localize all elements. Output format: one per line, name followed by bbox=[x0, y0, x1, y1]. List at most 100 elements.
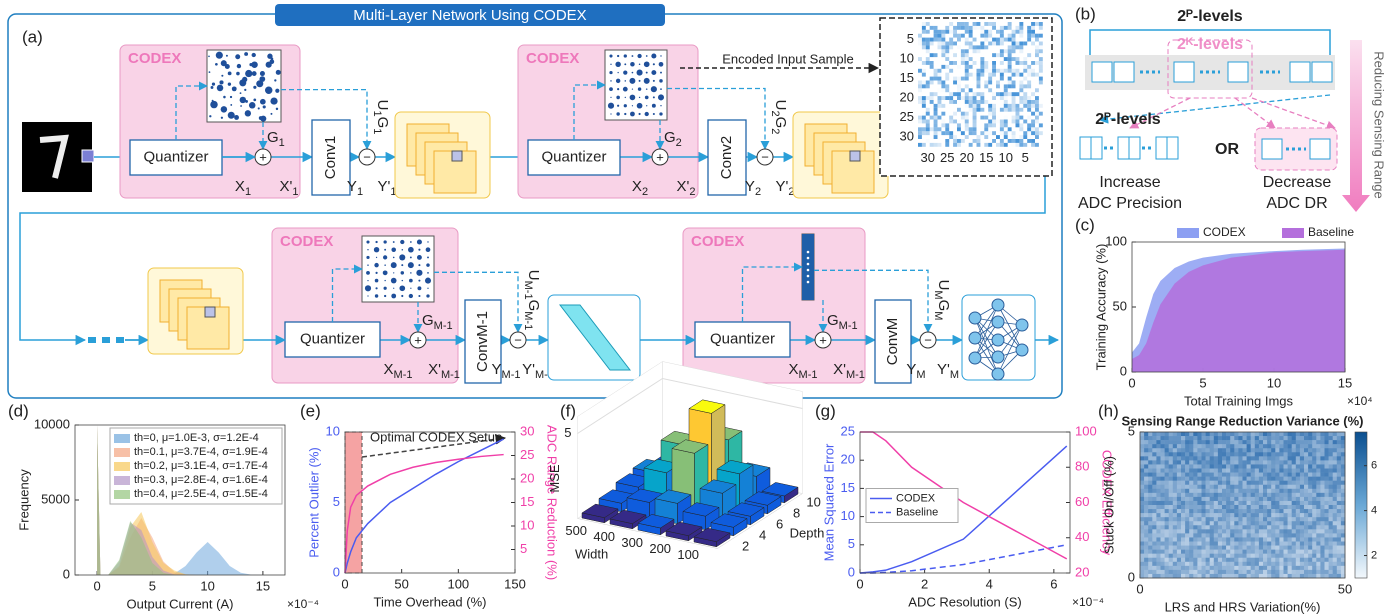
heatmap-cell bbox=[1222, 537, 1226, 541]
heatmap-cell bbox=[1156, 436, 1160, 440]
heatmap-cell bbox=[1165, 533, 1169, 537]
encoded-cell bbox=[1012, 120, 1016, 124]
x-tick-label: 15 bbox=[1338, 375, 1352, 390]
encoding-dot bbox=[807, 275, 810, 278]
heatmap-cell bbox=[1197, 529, 1201, 533]
heatmap-cell bbox=[1214, 432, 1218, 436]
heatmap-cell bbox=[1165, 566, 1169, 570]
heatmap-cell bbox=[1251, 456, 1255, 460]
encoded-cell bbox=[1039, 49, 1043, 53]
heatmap-cell bbox=[1279, 460, 1283, 464]
heatmap-cell bbox=[1329, 436, 1333, 440]
encoding-dot bbox=[223, 96, 226, 99]
heatmap-cell bbox=[1308, 546, 1312, 550]
heatmap-cell bbox=[1140, 521, 1144, 525]
heatmap-cell bbox=[1214, 513, 1218, 517]
encoding-dot bbox=[215, 63, 218, 66]
encoded-cell bbox=[1008, 108, 1012, 112]
heatmap-cell bbox=[1259, 469, 1263, 473]
encoded-cell bbox=[934, 112, 938, 116]
heatmap-cell bbox=[1263, 469, 1267, 473]
heatmap-cell bbox=[1165, 477, 1169, 481]
heatmap-cell bbox=[1218, 570, 1222, 574]
heatmap-cell bbox=[1140, 501, 1144, 505]
heatmap-cell bbox=[1169, 517, 1173, 521]
legend-swatch bbox=[114, 434, 130, 443]
heatmap-cell bbox=[1279, 570, 1283, 574]
heatmap-cell bbox=[1329, 554, 1333, 558]
encoded-cell bbox=[949, 96, 953, 100]
encoded-cell bbox=[953, 139, 957, 143]
encoded-y-tick: 15 bbox=[900, 70, 914, 85]
heatmap-cell bbox=[1284, 570, 1288, 574]
heatmap-cell bbox=[1275, 497, 1279, 501]
encoded-cell bbox=[1000, 92, 1004, 96]
encoded-cell bbox=[1035, 38, 1039, 42]
heatmap-cell bbox=[1165, 456, 1169, 460]
level-cell bbox=[1092, 62, 1112, 82]
heatmap-cell bbox=[1243, 485, 1247, 489]
heatmap-cell bbox=[1181, 509, 1185, 513]
heatmap-cell bbox=[1275, 525, 1279, 529]
heatmap-cell bbox=[1279, 485, 1283, 489]
y-tick-label: 6 bbox=[776, 517, 783, 532]
heatmap-cell bbox=[1197, 473, 1201, 477]
heatmap-cell bbox=[1210, 440, 1214, 444]
heatmap-cell bbox=[1189, 505, 1193, 509]
encoded-cell bbox=[934, 30, 938, 34]
heatmap-cell bbox=[1156, 562, 1160, 566]
heatmap-cell bbox=[1271, 570, 1275, 574]
encoded-cell bbox=[918, 143, 922, 147]
y-tick-label: 0 bbox=[848, 564, 855, 579]
heatmap-cell bbox=[1325, 529, 1329, 533]
heatmap-cell bbox=[1218, 554, 1222, 558]
heatmap-cell bbox=[1304, 562, 1308, 566]
heatmap-cell bbox=[1271, 501, 1275, 505]
symbol-label: YM-1 bbox=[492, 361, 521, 381]
heatmap-cell bbox=[1251, 513, 1255, 517]
heatmap-cell bbox=[1226, 460, 1230, 464]
encoding-dot bbox=[391, 294, 396, 299]
heatmap-cell bbox=[1218, 436, 1222, 440]
heatmap-cell bbox=[1169, 464, 1173, 468]
x-axis-label: ADC Resolution (S) bbox=[908, 594, 1021, 609]
heatmap-cell bbox=[1284, 460, 1288, 464]
heatmap-cell bbox=[1193, 473, 1197, 477]
heatmap-cell bbox=[1152, 558, 1156, 562]
encoded-cell bbox=[973, 45, 977, 49]
encoded-cell bbox=[926, 131, 930, 135]
heatmap-cell bbox=[1161, 501, 1165, 505]
subscript: M bbox=[916, 369, 925, 381]
encoded-cell bbox=[961, 34, 965, 38]
heatmap-cell bbox=[1259, 550, 1263, 554]
heatmap-cell bbox=[1267, 558, 1271, 562]
heatmap-cell bbox=[1288, 444, 1292, 448]
y-tick-label: 4 bbox=[759, 528, 766, 543]
heatmap-cell bbox=[1222, 546, 1226, 550]
heatmap-cell bbox=[1271, 529, 1275, 533]
encoding-dot bbox=[630, 62, 635, 67]
heatmap-cell bbox=[1325, 525, 1329, 529]
heatmap-cell bbox=[1275, 566, 1279, 570]
heatmap-cell bbox=[1173, 525, 1177, 529]
heatmap-cell bbox=[1222, 432, 1226, 436]
heatmap-cell bbox=[1226, 550, 1230, 554]
heatmap-cell bbox=[1156, 464, 1160, 468]
heatmap-cell bbox=[1300, 554, 1304, 558]
encoding-dot bbox=[609, 54, 612, 57]
encoded-cell bbox=[949, 69, 953, 73]
heatmap-cell bbox=[1320, 460, 1324, 464]
encoded-cell bbox=[1027, 131, 1031, 135]
heatmap-cell bbox=[1279, 436, 1283, 440]
heatmap-cell bbox=[1202, 529, 1206, 533]
encoding-dot bbox=[393, 257, 395, 259]
heatmap-cell bbox=[1197, 517, 1201, 521]
heatmap-cell bbox=[1275, 562, 1279, 566]
heatmap-cell bbox=[1169, 493, 1173, 497]
heatmap-cell bbox=[1333, 436, 1337, 440]
symbol-label: Y1 bbox=[347, 178, 363, 198]
heatmap-cell bbox=[1308, 464, 1312, 468]
x-axis-label: LRS and HRS Variation(%) bbox=[1165, 599, 1321, 614]
heatmap-cell bbox=[1275, 537, 1279, 541]
heatmap-cell bbox=[1173, 505, 1177, 509]
